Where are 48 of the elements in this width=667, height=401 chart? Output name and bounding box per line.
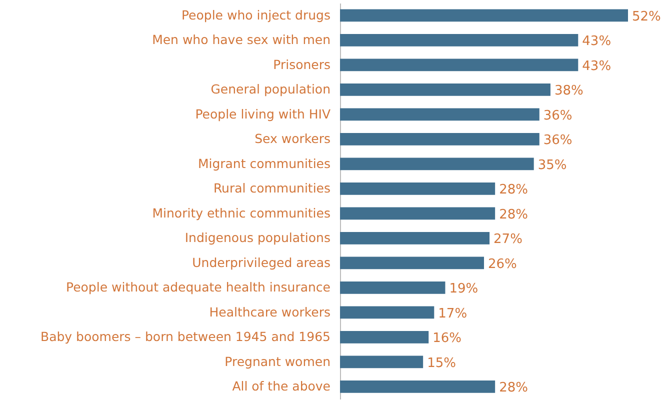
data-label: 35% (538, 158, 567, 173)
bar (340, 256, 484, 270)
y-tick-label: General population (210, 82, 330, 97)
bar (340, 9, 628, 22)
bar (340, 182, 496, 195)
data-label: 43% (582, 58, 612, 74)
bar (340, 158, 534, 170)
bar (340, 232, 490, 244)
y-tick-label: Men who have sex with men (152, 32, 330, 48)
data-label: 28% (499, 182, 528, 198)
bar (340, 281, 446, 294)
bar (340, 330, 429, 344)
bar (340, 108, 540, 121)
y-tick-label: People without adequate health insurance (66, 280, 331, 295)
y-tick-label: Indigenous populations (184, 230, 330, 246)
data-label: 17% (438, 306, 468, 322)
bar (340, 380, 496, 393)
y-tick-label: Sex workers (254, 131, 330, 146)
y-tick-label: Healthcare workers (209, 304, 330, 320)
bar (340, 306, 434, 319)
data-label: 36% (543, 108, 572, 124)
y-tick-label: Pregnant women (224, 354, 330, 369)
data-label: 16% (432, 331, 462, 346)
y-tick-label: Underprivileged areas (192, 254, 330, 270)
data-label: 52% (632, 9, 661, 24)
data-label: 28% (499, 380, 528, 396)
y-tick-label: People who inject drugs (181, 7, 330, 22)
bar (340, 83, 550, 96)
y-tick-label: All of the above (232, 378, 331, 394)
y-tick-label: Minority ethnic communities (152, 205, 330, 220)
y-tick-label: People living with HIV (195, 106, 331, 122)
bar (340, 356, 424, 368)
y-tick-label: Baby boomers – born between 1945 and 1965 (40, 329, 330, 344)
bar (340, 34, 578, 46)
data-label: 27% (494, 232, 522, 248)
y-tick-label: Migrant communities (198, 156, 330, 171)
y-tick-label: Rural communities (213, 180, 330, 196)
data-label: 15% (427, 356, 456, 371)
data-label: 19% (449, 282, 478, 297)
bar (340, 207, 496, 220)
bar (340, 58, 578, 72)
y-tick-label: Prisoners (273, 56, 330, 72)
bar (340, 132, 540, 146)
data-label: 38% (554, 84, 584, 99)
data-label: 36% (543, 133, 572, 148)
data-label: 28% (499, 207, 528, 222)
data-label: 26% (488, 256, 517, 272)
data-label: 43% (582, 34, 612, 50)
